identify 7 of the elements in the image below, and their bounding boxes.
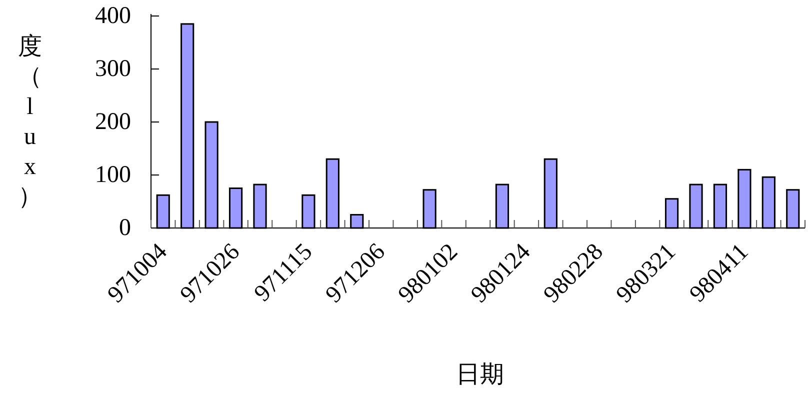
- y-axis-title: 度（lux）: [18, 33, 42, 210]
- y-tick-label: 0: [119, 215, 131, 241]
- y-tick-label: 400: [95, 3, 131, 29]
- y-tick-label: 100: [95, 162, 131, 188]
- y-tick-label: 300: [95, 56, 131, 82]
- y-tick-label: 200: [95, 109, 131, 135]
- x-axis-title: 日期: [456, 362, 504, 388]
